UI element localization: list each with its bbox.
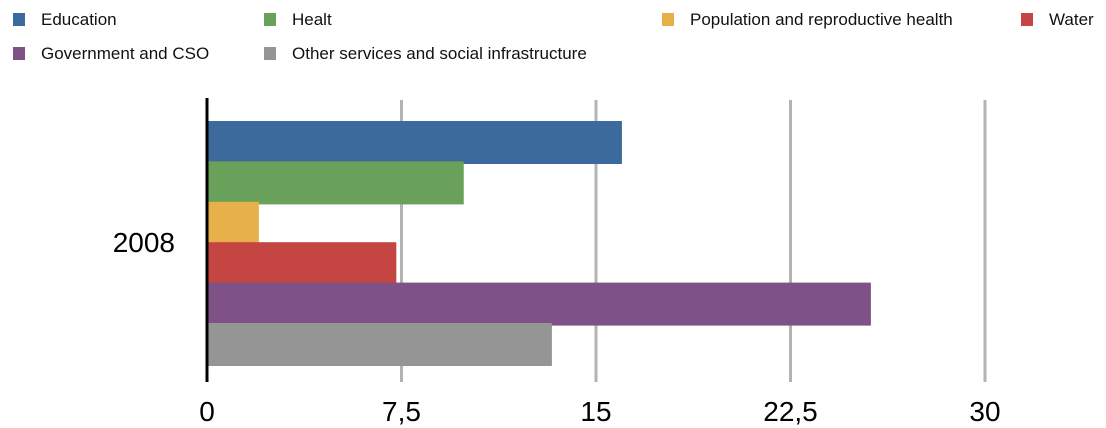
bar-education [207,121,622,164]
legend-item-population-and-reproductive-health: Population and reproductive health [662,10,953,29]
legend-label-water: Water [1049,10,1094,29]
x-tick-label-0: 0 [199,396,215,427]
legend-label-government-and-cso: Government and CSO [41,44,209,63]
x-tick-labels: 0 7,5 15 22,5 30 [199,396,1000,427]
legend-swatch-government-and-cso [13,47,25,60]
legend-item-water: Water [1021,10,1094,29]
legend-label-other-services-and-social-infrastructure: Other services and social infrastructure [292,44,587,63]
x-tick-label-22-5: 22,5 [763,396,818,427]
legend-item-healt: Healt [264,10,332,29]
legend-swatch-water [1021,13,1033,26]
legend-swatch-other-services-and-social-infrastructure [264,47,276,60]
bar-healt [207,161,464,205]
bar-water [207,242,397,286]
legend-swatch-healt [264,13,276,26]
category-label-2008: 2008 [113,227,175,258]
x-tick-label-30: 30 [969,396,1000,427]
x-tick-label-15: 15 [580,396,611,427]
legend-item-other-services-and-social-infrastructure: Other services and social infrastructure [264,44,587,63]
legend-swatch-education [13,13,25,26]
legend: Education Healt Population and reproductiv… [13,10,1094,63]
legend-label-population-and-reproductive-health: Population and reproductive health [690,10,953,29]
legend-swatch-population-and-reproductive-health [662,13,674,26]
legend-item-education: Education [13,10,117,29]
legend-label-healt: Healt [292,10,332,29]
category-labels: 2008 [113,227,175,258]
legend-label-education: Education [41,10,117,29]
legend-item-government-and-cso: Government and CSO [13,44,209,63]
bars [207,121,871,366]
x-tick-label-7-5: 7,5 [382,396,421,427]
bar-other-services-and-social-infrastructure [207,323,552,366]
bar-government-and-cso [207,282,871,326]
bar-population-and-reproductive-health [207,201,259,245]
